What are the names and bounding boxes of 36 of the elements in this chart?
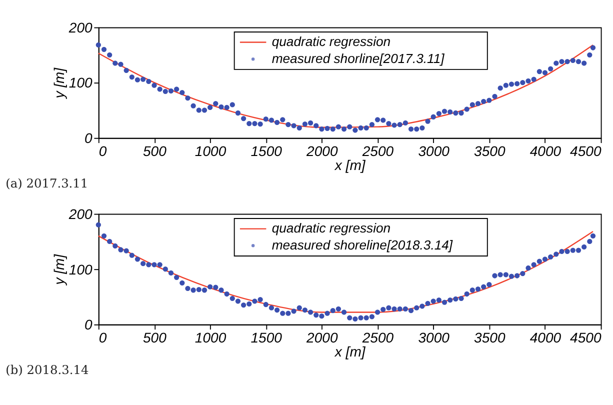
x-tick-label: 2000 [306, 143, 338, 160]
x-tick-label: 4000 [530, 330, 562, 346]
x-tick-label: 3000 [418, 143, 450, 160]
x-tick-label: 4500 [570, 330, 602, 346]
legend-label: quadratic regression [272, 34, 391, 50]
x-tick-label: 500 [142, 143, 167, 160]
x-tick-label: 2500 [361, 330, 394, 346]
x-tick-label: 1500 [250, 143, 282, 160]
y-axis-title: y [m] [51, 253, 68, 286]
text: (b) 2018.3.14 [6, 363, 89, 378]
x-tick-label: 0 [98, 330, 107, 346]
legend-label: measured shorline[2017.3.11] [272, 50, 445, 66]
y-tick-label: 0 [84, 316, 93, 333]
x-tick-label: 4000 [530, 143, 562, 160]
y-tick-label: 0 [84, 130, 93, 146]
x-tick-label: 4500 [570, 143, 602, 160]
x-tick-label: 3000 [418, 330, 450, 346]
x-tick-label: 3500 [474, 143, 506, 160]
x-tick-label: 0 [98, 143, 107, 160]
x-axis-title: x [m] [334, 344, 366, 360]
y-tick-label: 200 [68, 206, 93, 222]
x-tick-label: 2500 [361, 143, 394, 160]
y-tick-label: 100 [68, 74, 93, 91]
x-tick-label: 2000 [306, 330, 338, 346]
x-axis-title: x [m] [334, 157, 366, 174]
x-tick-label: 3500 [474, 330, 506, 346]
x-tick-label: 1000 [194, 143, 226, 160]
legend-label: quadratic regression [272, 220, 391, 236]
y-axis-title: y [m] [51, 66, 68, 100]
x-tick-label: 1000 [194, 330, 226, 346]
legend-label: measured shoreline[2018.3.14] [272, 237, 453, 252]
y-tick-label: 200 [68, 19, 93, 36]
text: (a) 2017.3.11 [6, 176, 88, 191]
x-tick-label: 500 [142, 330, 167, 346]
x-tick-label: 1500 [250, 330, 282, 346]
y-tick-label: 100 [68, 261, 93, 278]
